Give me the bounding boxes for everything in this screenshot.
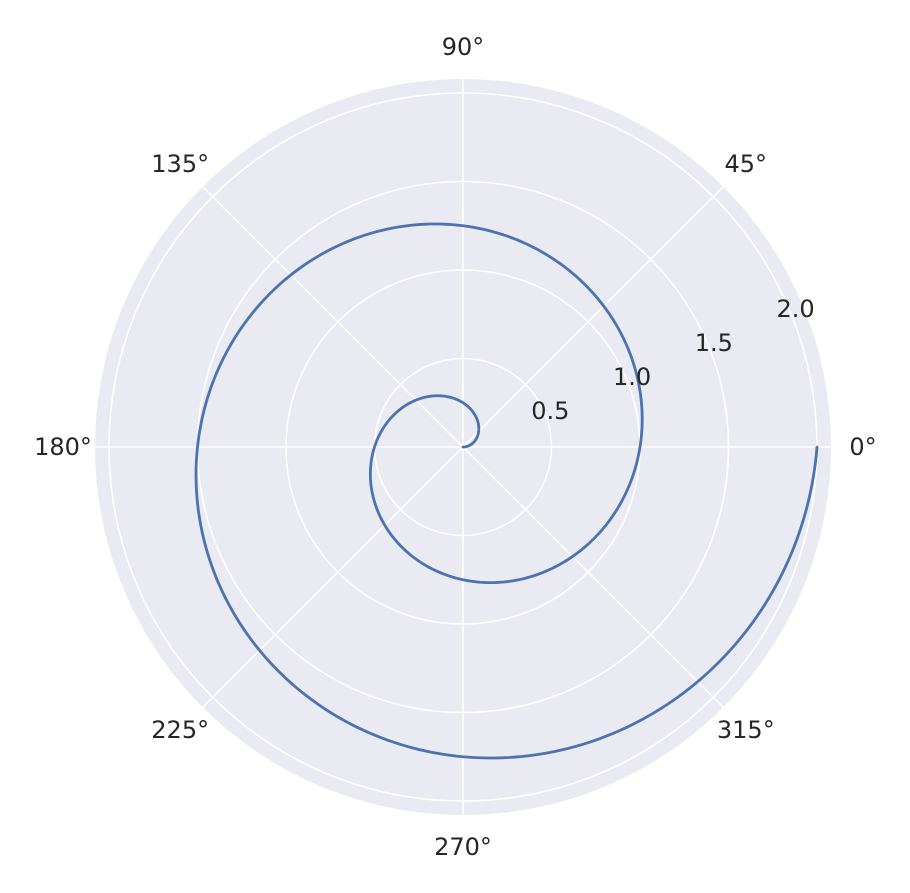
angular-tick-label: 225° xyxy=(151,716,209,744)
angular-tick-label: 90° xyxy=(442,33,485,61)
angular-gridline xyxy=(462,186,724,448)
angular-gridline xyxy=(462,446,724,708)
radial-tick-label: 2.0 xyxy=(777,295,815,323)
radial-tick-labels: 0.5 1.0 1.5 2.0 xyxy=(531,295,814,425)
radial-tick-label: 1.0 xyxy=(613,363,651,391)
radial-tick-label: 0.5 xyxy=(531,397,569,425)
series-layer xyxy=(194,222,819,760)
radial-tick-label: 1.5 xyxy=(695,329,733,357)
angular-tick-labels: 0° 45° 90° 135° 180° 225° 270° 315° xyxy=(34,33,877,861)
series-line xyxy=(194,222,819,760)
angular-gridline xyxy=(202,446,464,708)
angular-tick-label: 180° xyxy=(34,433,92,461)
angular-gridline xyxy=(202,186,464,448)
angular-tick-label: 45° xyxy=(725,150,768,178)
angular-tick-label: 315° xyxy=(717,716,775,744)
angular-tick-label: 135° xyxy=(151,150,209,178)
angular-tick-label: 270° xyxy=(434,833,492,861)
angular-gridlines xyxy=(95,79,831,815)
angular-tick-label: 0° xyxy=(849,433,876,461)
